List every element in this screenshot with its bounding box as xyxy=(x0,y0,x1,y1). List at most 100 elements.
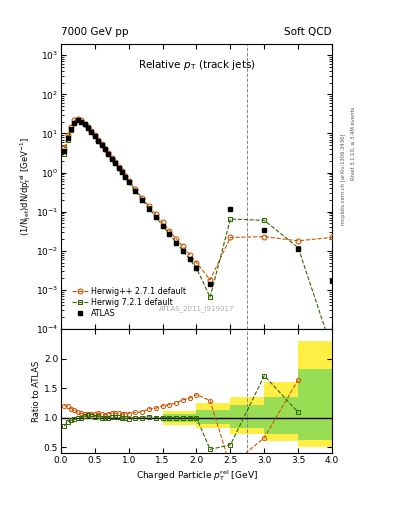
Line: Herwig++ 2.7.1 default: Herwig++ 2.7.1 default xyxy=(62,117,334,282)
Herwig++ 2.7.1 default xyxy=(126,178,131,184)
Herwig++ 2.7.1 default xyxy=(174,236,178,242)
Herwig++ 2.7.1 default xyxy=(160,220,165,226)
Herwig++ 2.7.1 default xyxy=(106,150,111,156)
Herwig++ 2.7.1 default xyxy=(181,243,185,249)
Herwig++ 2.7.1 default xyxy=(167,227,172,233)
ATLAS xyxy=(62,148,67,155)
ATLAS xyxy=(187,257,192,263)
Herwig 7.2.1 default xyxy=(75,117,80,123)
Herwig 7.2.1 default xyxy=(330,347,334,353)
Herwig++ 2.7.1 default xyxy=(330,234,334,241)
Bar xyxy=(196,410,230,423)
ATLAS xyxy=(147,205,151,211)
Herwig 7.2.1 default xyxy=(116,165,121,171)
Herwig 7.2.1 default xyxy=(99,142,104,148)
Herwig++ 2.7.1 default xyxy=(62,145,67,152)
Herwig++ 2.7.1 default xyxy=(119,168,124,175)
Herwig++ 2.7.1 default xyxy=(113,159,118,165)
ATLAS xyxy=(126,179,131,185)
Bar xyxy=(196,403,230,429)
Herwig 7.2.1 default xyxy=(208,294,212,300)
ATLAS xyxy=(262,226,266,232)
ATLAS xyxy=(330,278,334,284)
ATLAS xyxy=(65,135,70,141)
Herwig 7.2.1 default xyxy=(79,119,84,125)
Herwig++ 2.7.1 default xyxy=(296,238,301,244)
ATLAS xyxy=(140,197,145,203)
Herwig 7.2.1 default xyxy=(72,120,77,126)
Line: Herwig 7.2.1 default: Herwig 7.2.1 default xyxy=(62,118,334,352)
ATLAS xyxy=(296,246,301,252)
Herwig 7.2.1 default xyxy=(103,146,107,153)
Herwig 7.2.1 default xyxy=(262,217,266,223)
ATLAS xyxy=(116,165,121,171)
Text: Relative $p_\mathsf{T}$ (track jets): Relative $p_\mathsf{T}$ (track jets) xyxy=(138,58,255,72)
Herwig++ 2.7.1 default xyxy=(86,123,90,130)
ATLAS xyxy=(86,125,90,131)
Herwig++ 2.7.1 default xyxy=(103,145,107,152)
Herwig++ 2.7.1 default xyxy=(109,155,114,161)
Bar xyxy=(264,397,298,434)
ATLAS xyxy=(208,281,212,287)
Herwig 7.2.1 default xyxy=(69,126,73,133)
Herwig 7.2.1 default xyxy=(82,121,87,127)
Herwig++ 2.7.1 default xyxy=(65,132,70,138)
Herwig++ 2.7.1 default xyxy=(228,234,233,241)
Herwig 7.2.1 default xyxy=(96,138,101,144)
Herwig 7.2.1 default xyxy=(89,129,94,135)
Herwig 7.2.1 default xyxy=(109,156,114,162)
Bar xyxy=(163,411,196,425)
Herwig++ 2.7.1 default xyxy=(147,203,151,209)
Herwig++ 2.7.1 default xyxy=(194,260,199,266)
Herwig 7.2.1 default xyxy=(92,133,97,139)
Herwig++ 2.7.1 default xyxy=(72,117,77,123)
ATLAS xyxy=(109,156,114,162)
Herwig 7.2.1 default xyxy=(62,151,67,157)
Herwig++ 2.7.1 default xyxy=(153,211,158,217)
Herwig++ 2.7.1 default xyxy=(89,127,94,134)
ATLAS xyxy=(133,188,138,194)
ATLAS xyxy=(82,121,87,127)
ATLAS xyxy=(174,240,178,246)
Herwig 7.2.1 default xyxy=(119,169,124,176)
Herwig 7.2.1 default xyxy=(113,160,118,166)
Y-axis label: Ratio to ATLAS: Ratio to ATLAS xyxy=(32,360,41,422)
Herwig++ 2.7.1 default xyxy=(82,120,87,126)
ATLAS xyxy=(181,248,185,254)
Herwig 7.2.1 default xyxy=(228,216,233,222)
Bar xyxy=(163,414,196,422)
ATLAS xyxy=(89,129,94,135)
ATLAS xyxy=(72,119,77,125)
Herwig++ 2.7.1 default xyxy=(75,116,80,122)
Herwig++ 2.7.1 default xyxy=(133,186,138,193)
ATLAS xyxy=(99,142,104,148)
Herwig 7.2.1 default xyxy=(65,137,70,143)
Legend: Herwig++ 2.7.1 default, Herwig 7.2.1 default, ATLAS: Herwig++ 2.7.1 default, Herwig 7.2.1 def… xyxy=(70,285,188,319)
Herwig 7.2.1 default xyxy=(86,124,90,130)
Herwig++ 2.7.1 default xyxy=(79,117,84,123)
Text: 7000 GeV pp: 7000 GeV pp xyxy=(61,27,129,37)
ATLAS xyxy=(106,151,111,157)
Herwig 7.2.1 default xyxy=(147,205,151,211)
Herwig 7.2.1 default xyxy=(167,231,172,237)
ATLAS xyxy=(92,133,97,139)
Bar xyxy=(298,369,332,440)
ATLAS xyxy=(75,117,80,123)
Bar xyxy=(298,341,332,447)
Text: ATLAS_2011_I919017: ATLAS_2011_I919017 xyxy=(159,305,234,312)
Line: ATLAS: ATLAS xyxy=(62,118,334,287)
ATLAS xyxy=(194,265,199,271)
Text: Soft QCD: Soft QCD xyxy=(285,27,332,37)
Text: mcplots.cern.ch [arXiv:1306.3436]: mcplots.cern.ch [arXiv:1306.3436] xyxy=(342,134,346,225)
Herwig 7.2.1 default xyxy=(181,248,185,254)
Herwig 7.2.1 default xyxy=(153,214,158,220)
Herwig 7.2.1 default xyxy=(160,223,165,229)
Herwig++ 2.7.1 default xyxy=(123,173,128,179)
Herwig++ 2.7.1 default xyxy=(140,195,145,201)
ATLAS xyxy=(119,169,124,175)
ATLAS xyxy=(79,119,84,125)
ATLAS xyxy=(153,214,158,220)
Herwig++ 2.7.1 default xyxy=(208,277,212,283)
Herwig 7.2.1 default xyxy=(194,265,199,271)
Herwig++ 2.7.1 default xyxy=(92,132,97,138)
